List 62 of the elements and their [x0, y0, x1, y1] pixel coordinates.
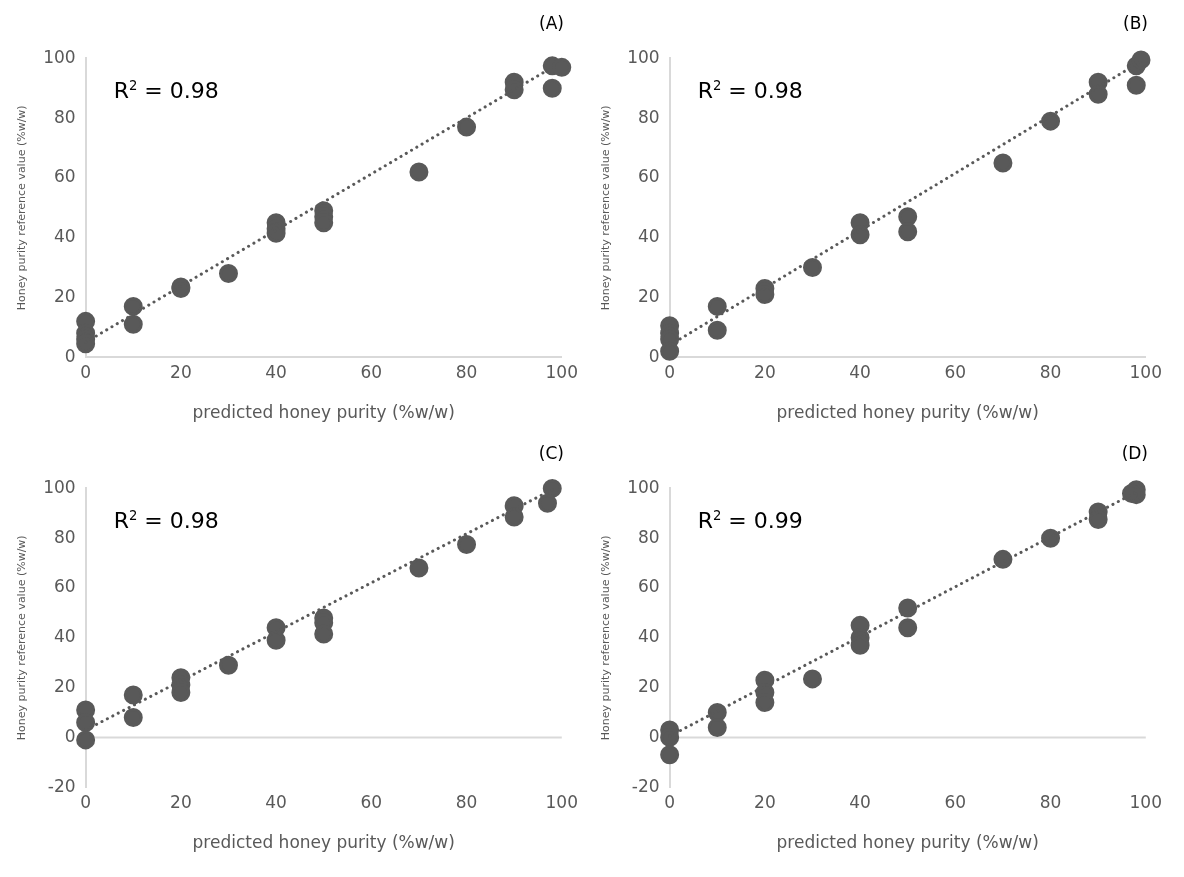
x-tick-label: 20 — [170, 361, 192, 382]
y-tick-label: 80 — [54, 526, 76, 547]
y-tick-label: 40 — [638, 226, 660, 247]
x-tick-label: 40 — [265, 791, 287, 812]
y-axis-title: Honey purity reference value (%w/w) — [15, 105, 29, 311]
y-tick-label: 0 — [64, 345, 76, 366]
x-tick-label: 40 — [265, 361, 287, 382]
y-tick-label: 60 — [54, 166, 76, 187]
x-tick-label: 20 — [754, 361, 776, 382]
chart-title: (C) — [538, 442, 564, 463]
x-tick-label: 60 — [944, 361, 967, 382]
y-tick-label: 0 — [648, 725, 660, 746]
x-tick-label: 60 — [360, 791, 383, 812]
x-tick-label: 80 — [455, 791, 478, 812]
x-axis-title: predicted honey purity (%w/w) — [776, 832, 1039, 853]
x-tick-label: 40 — [849, 361, 871, 382]
x-tick-label: 80 — [1039, 361, 1062, 382]
x-axis-title: predicted honey purity (%w/w) — [192, 402, 455, 423]
chart-title: (B) — [1123, 12, 1148, 33]
chart-title: (A) — [539, 12, 564, 33]
x-tick-label: 40 — [849, 791, 871, 812]
y-axis-title: Honey purity reference value (%w/w) — [599, 105, 613, 311]
x-tick-label: 60 — [944, 791, 967, 812]
y-axis-title: Honey purity reference value (%w/w) — [599, 535, 613, 741]
y-tick-label: 40 — [638, 626, 660, 647]
x-axis-title: predicted honey purity (%w/w) — [776, 402, 1039, 423]
x-axis-title: predicted honey purity (%w/w) — [192, 832, 455, 853]
x-tick-label: 0 — [80, 361, 92, 382]
y-tick-label: 100 — [43, 46, 76, 67]
x-tick-label: 0 — [80, 791, 92, 812]
y-tick-label: 100 — [43, 476, 76, 497]
y-tick-label: 0 — [64, 725, 76, 746]
x-tick-label: 80 — [455, 361, 478, 382]
x-tick-label: 20 — [754, 791, 776, 812]
y-tick-label: 100 — [627, 46, 660, 67]
x-tick-label: 100 — [545, 361, 578, 382]
y-tick-label: 20 — [638, 676, 660, 697]
y-tick-label: 60 — [54, 576, 76, 597]
y-tick-label: -20 — [631, 775, 660, 796]
y-tick-label: 20 — [638, 285, 660, 306]
y-tick-label: 80 — [54, 106, 76, 127]
y-tick-label: 20 — [54, 285, 76, 306]
x-tick-label: 20 — [170, 791, 192, 812]
y-tick-label: 100 — [627, 476, 660, 497]
y-tick-label: 40 — [54, 626, 76, 647]
y-tick-label: 80 — [638, 106, 660, 127]
chart-title: (D) — [1121, 442, 1148, 463]
y-tick-label: 0 — [648, 345, 660, 366]
y-tick-label: -20 — [47, 775, 76, 796]
y-tick-label: 40 — [54, 226, 76, 247]
x-tick-label: 0 — [664, 791, 676, 812]
y-tick-label: 60 — [638, 576, 660, 597]
x-tick-label: 80 — [1039, 791, 1062, 812]
x-tick-label: 60 — [360, 361, 383, 382]
y-tick-label: 20 — [54, 676, 76, 697]
y-axis-title: Honey purity reference value (%w/w) — [15, 535, 29, 741]
y-tick-label: 60 — [638, 166, 660, 187]
x-tick-label: 0 — [664, 361, 676, 382]
x-tick-label: 100 — [1129, 361, 1162, 382]
x-tick-label: 100 — [545, 791, 578, 812]
x-tick-label: 100 — [1129, 791, 1162, 812]
y-tick-label: 80 — [638, 526, 660, 547]
